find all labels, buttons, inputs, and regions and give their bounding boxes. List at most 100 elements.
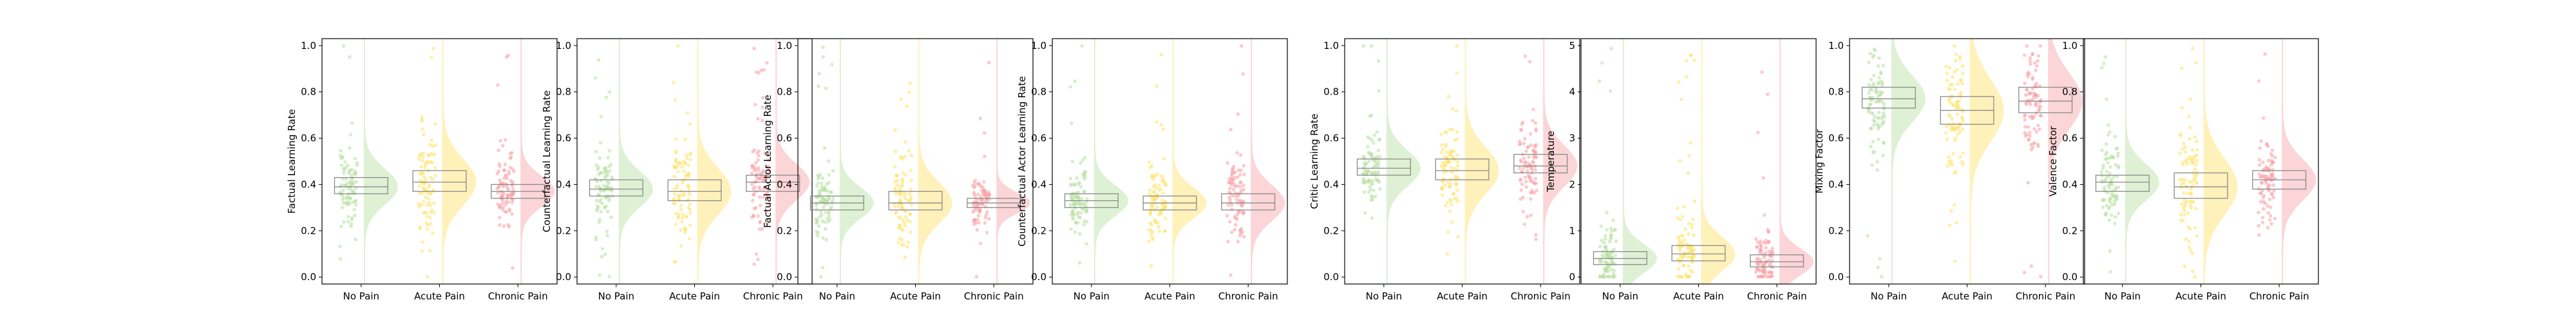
data-point: [2114, 163, 2117, 167]
data-point: [349, 188, 354, 193]
data-point: [1155, 84, 1159, 88]
data-point: [982, 131, 987, 135]
data-point: [2191, 184, 2195, 188]
y-tick-label: 0.2: [777, 225, 792, 236]
data-point: [1154, 185, 1159, 190]
data-point: [352, 207, 356, 212]
data-point: [599, 115, 603, 118]
data-point: [896, 204, 900, 209]
data-point: [1955, 68, 1959, 72]
data-point: [2104, 211, 2108, 215]
y-tick-label: 4: [1569, 86, 1575, 98]
data-point: [754, 70, 759, 74]
data-point: [1953, 59, 1958, 62]
data-point: [1950, 117, 1954, 121]
data-point: [1873, 48, 1877, 53]
data-point: [985, 231, 989, 234]
data-point: [900, 228, 905, 232]
data-point: [1961, 119, 1965, 123]
data-point: [1762, 265, 1766, 270]
y-tick-label: 0.0: [1323, 271, 1339, 283]
data-point: [1455, 196, 1459, 200]
data-point: [2114, 186, 2117, 190]
data-point: [1690, 260, 1694, 265]
data-point: [687, 163, 690, 167]
data-point: [760, 118, 764, 123]
data-point: [350, 121, 354, 125]
data-point: [349, 222, 354, 226]
data-point: [1612, 269, 1616, 272]
data-point: [420, 115, 424, 119]
data-point: [346, 163, 350, 167]
data-point: [1602, 241, 1606, 245]
data-point: [353, 213, 357, 218]
data-point: [896, 240, 900, 245]
data-point: [596, 58, 601, 62]
y-tick-label: 0.8: [1031, 86, 1046, 98]
data-point: [688, 202, 692, 206]
data-point: [908, 220, 912, 224]
data-point: [1756, 240, 1760, 244]
data-point: [425, 227, 430, 231]
data-point: [598, 156, 601, 160]
density-cloud: [1779, 39, 1814, 284]
data-point: [2099, 170, 2103, 174]
data-point: [1524, 185, 1528, 189]
data-point: [599, 210, 603, 214]
density-cloud: [363, 39, 398, 284]
y-tick-label: 0.0: [777, 271, 792, 283]
data-point: [682, 191, 687, 195]
data-point: [1869, 102, 1873, 106]
data-point: [1444, 204, 1448, 208]
density-cloud: [1969, 39, 2004, 284]
data-point: [1946, 86, 1951, 91]
data-point: [421, 181, 424, 185]
data-point: [2108, 249, 2112, 253]
data-point: [2101, 61, 2106, 66]
data-point: [1686, 274, 1690, 279]
data-point: [1376, 148, 1380, 153]
y-tick-label: 0.2: [301, 225, 316, 236]
data-point: [607, 196, 611, 200]
data-point: [1875, 90, 1879, 95]
data-point: [1159, 53, 1164, 57]
data-point: [601, 184, 606, 188]
data-point: [2183, 213, 2186, 216]
x-tick-label: No Pain: [2105, 290, 2141, 302]
data-point: [498, 223, 502, 227]
data-point: [511, 187, 515, 191]
data-point: [673, 98, 677, 102]
data-point: [820, 187, 824, 192]
data-point: [338, 244, 343, 249]
data-point: [823, 185, 827, 190]
data-point: [1878, 256, 1882, 261]
data-point: [2031, 97, 2035, 102]
data-point: [1676, 243, 1681, 247]
y-tick-label: 0.0: [556, 271, 571, 283]
data-point: [354, 238, 357, 242]
data-point: [978, 209, 982, 213]
data-point: [1875, 116, 1880, 120]
data-point: [1442, 170, 1446, 175]
data-point: [680, 165, 685, 169]
data-point: [2107, 156, 2111, 160]
data-point: [980, 197, 984, 201]
data-point: [758, 204, 762, 207]
y-axis-label: Critic Learning Rate: [1309, 113, 1320, 209]
data-point: [432, 153, 437, 156]
data-point: [1233, 194, 1237, 198]
data-point: [1690, 248, 1694, 252]
y-tick-label: 1.0: [301, 40, 316, 52]
data-point: [1948, 82, 1952, 87]
iqr-box: [589, 179, 643, 197]
data-point: [2109, 213, 2114, 218]
data-point: [817, 215, 822, 219]
data-point: [426, 274, 430, 279]
data-point: [1600, 61, 1604, 65]
data-point: [972, 222, 976, 227]
data-point: [2105, 169, 2108, 174]
data-point: [1369, 198, 1374, 202]
data-point: [987, 193, 992, 197]
data-point: [1070, 159, 1075, 164]
data-point: [418, 191, 422, 195]
